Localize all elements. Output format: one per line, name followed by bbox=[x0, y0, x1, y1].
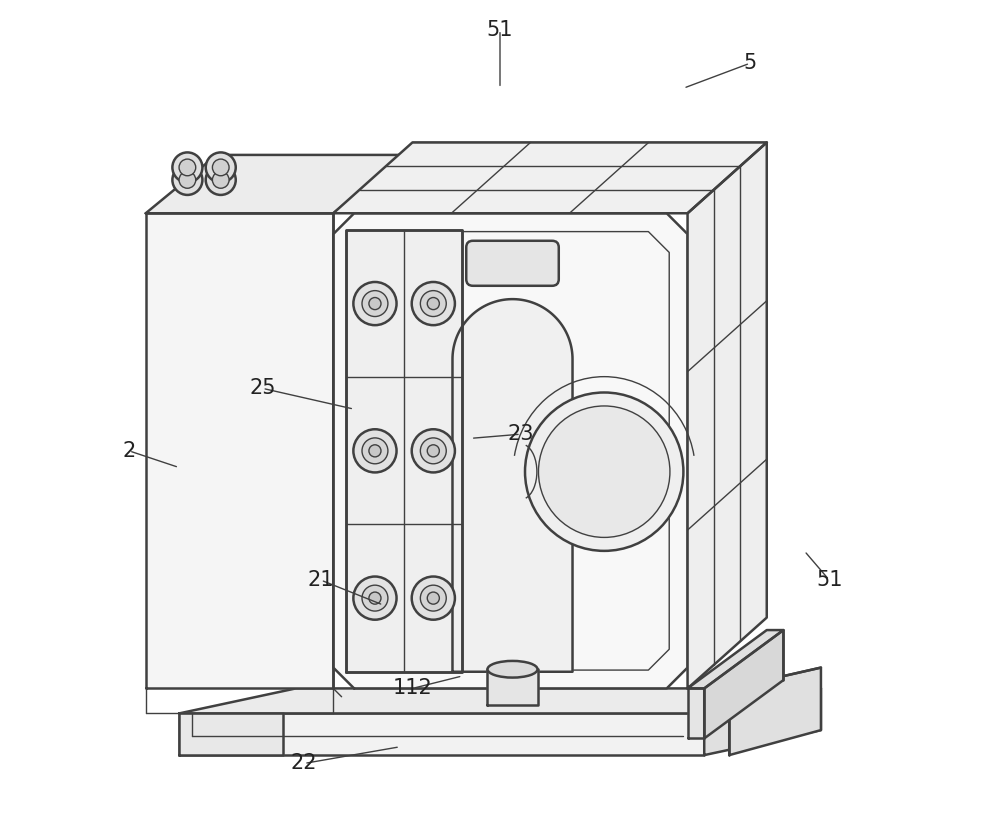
Polygon shape bbox=[487, 669, 538, 705]
Circle shape bbox=[206, 165, 236, 195]
Circle shape bbox=[427, 445, 439, 457]
Circle shape bbox=[172, 153, 202, 182]
Circle shape bbox=[369, 592, 381, 605]
Polygon shape bbox=[452, 299, 573, 671]
Circle shape bbox=[412, 429, 455, 473]
Circle shape bbox=[172, 165, 202, 195]
Circle shape bbox=[212, 171, 229, 188]
Polygon shape bbox=[179, 713, 283, 755]
Text: 21: 21 bbox=[308, 570, 334, 590]
Circle shape bbox=[369, 445, 381, 457]
Text: 2: 2 bbox=[122, 441, 136, 461]
Polygon shape bbox=[729, 668, 821, 755]
Circle shape bbox=[412, 576, 455, 620]
Circle shape bbox=[206, 153, 236, 182]
Polygon shape bbox=[333, 143, 767, 213]
Circle shape bbox=[420, 438, 446, 463]
Text: 25: 25 bbox=[249, 378, 276, 398]
FancyBboxPatch shape bbox=[466, 240, 559, 286]
Polygon shape bbox=[179, 688, 821, 713]
Text: 5: 5 bbox=[743, 53, 757, 73]
Circle shape bbox=[427, 592, 439, 605]
Polygon shape bbox=[333, 213, 688, 688]
Polygon shape bbox=[688, 143, 767, 688]
Text: 23: 23 bbox=[508, 424, 534, 444]
Circle shape bbox=[353, 576, 397, 620]
Polygon shape bbox=[688, 630, 783, 688]
Circle shape bbox=[420, 585, 446, 611]
Polygon shape bbox=[179, 713, 704, 755]
Circle shape bbox=[362, 291, 388, 316]
Polygon shape bbox=[146, 213, 333, 688]
Circle shape bbox=[362, 438, 388, 463]
Circle shape bbox=[212, 159, 229, 175]
Polygon shape bbox=[704, 630, 783, 738]
Polygon shape bbox=[688, 688, 704, 738]
Circle shape bbox=[412, 282, 455, 325]
Polygon shape bbox=[346, 230, 462, 671]
Circle shape bbox=[353, 429, 397, 473]
Circle shape bbox=[362, 585, 388, 611]
Circle shape bbox=[420, 291, 446, 316]
Circle shape bbox=[353, 282, 397, 325]
Text: 51: 51 bbox=[487, 20, 513, 40]
Circle shape bbox=[179, 159, 196, 175]
Circle shape bbox=[427, 297, 439, 310]
Polygon shape bbox=[704, 688, 821, 755]
Text: 22: 22 bbox=[291, 753, 317, 773]
Text: 112: 112 bbox=[393, 678, 432, 698]
Circle shape bbox=[369, 297, 381, 310]
Circle shape bbox=[525, 392, 683, 551]
Ellipse shape bbox=[487, 661, 538, 677]
Circle shape bbox=[538, 406, 670, 538]
Polygon shape bbox=[146, 155, 404, 213]
Text: 51: 51 bbox=[816, 570, 843, 590]
Circle shape bbox=[179, 171, 196, 188]
